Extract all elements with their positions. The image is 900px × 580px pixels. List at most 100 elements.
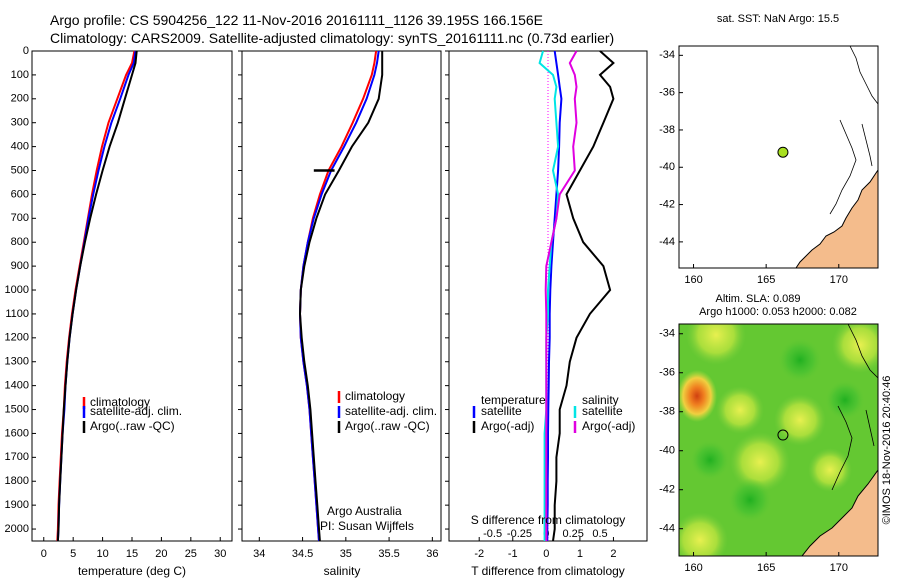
depth-tick-label: 1100 xyxy=(5,308,29,320)
depth-tick-label: 2000 xyxy=(5,523,29,535)
legend-t-argo: Argo(-adj) xyxy=(481,419,534,433)
series-line-salinity-argo-adj xyxy=(544,50,578,541)
map-y-tick-label: -38 xyxy=(659,406,675,418)
bathymetry-contour xyxy=(849,46,878,105)
s-tick-label: 0.25 xyxy=(562,528,583,540)
x-tick-label: -1 xyxy=(508,548,518,560)
x-tick-label: 25 xyxy=(185,548,197,560)
sst-map-title: sat. SST: NaN Argo: 15.5 xyxy=(717,13,839,25)
x-tick-label: 20 xyxy=(155,548,167,560)
sst-map-body xyxy=(679,46,878,268)
sst-map-axes: 160 165 170 -34 -36 -38 -40 -42 -44 xyxy=(659,49,848,286)
salinity-x-axis: 34 34.5 35 35.5 36 xyxy=(253,537,438,560)
series-line-argo-raw-qc xyxy=(298,51,384,542)
argo-float-position-marker xyxy=(777,146,789,158)
x-tick-label: 2 xyxy=(610,548,616,560)
land-south-island xyxy=(801,469,878,556)
legend-s-satellite: satellite xyxy=(582,404,623,418)
bathymetry-contour xyxy=(847,324,878,379)
map-x-tick-label: 165 xyxy=(757,562,775,574)
x-tick-label: 35.5 xyxy=(378,548,399,560)
header-line-2: Climatology: CARS2009. Satellite-adjuste… xyxy=(50,30,615,46)
land-south-island xyxy=(795,169,878,268)
legend-climatology: climatology xyxy=(345,389,405,403)
series-line-satellite-adj-clim xyxy=(56,50,137,542)
credit-group: Argo Australia xyxy=(327,504,402,518)
depth-tick-label: 1800 xyxy=(5,475,29,487)
bathymetry-contour xyxy=(831,405,853,491)
series-line-temperature-satellite xyxy=(546,50,563,541)
map-x-tick-label: 160 xyxy=(684,274,702,286)
depth-tick-label: 1600 xyxy=(5,427,29,439)
legend-satellite: satellite-adj. clim. xyxy=(90,404,182,418)
x-tick-label: 1 xyxy=(577,548,583,560)
map-y-tick-label: -44 xyxy=(659,236,675,248)
legend-salinity-title: salinity xyxy=(582,393,619,407)
series-line-climatology xyxy=(56,50,136,542)
map-y-tick-label: -36 xyxy=(659,367,675,379)
sla-map-body xyxy=(679,324,878,556)
map-x-tick-label: 170 xyxy=(830,274,848,286)
depth-tick-label: 1400 xyxy=(5,380,29,392)
legend-climatology: climatology xyxy=(90,395,150,409)
sla-map-frame xyxy=(678,323,879,557)
map-y-tick-label: -38 xyxy=(659,124,675,136)
legend-argo: Argo(..raw -QC) xyxy=(90,419,175,433)
map-y-tick-label: -44 xyxy=(659,523,675,535)
depth-tick-label: 1200 xyxy=(5,332,29,344)
legend-temperature-title: temperature xyxy=(481,393,546,407)
temperature-plot-frame xyxy=(31,50,233,542)
series-line-argo-raw-qc xyxy=(56,50,138,542)
depth-tick-label: 400 xyxy=(11,141,29,153)
depth-tick-label: 100 xyxy=(11,69,29,81)
x-tick-label: 0 xyxy=(543,548,549,560)
difference-series xyxy=(538,50,615,542)
x-tick-label: 10 xyxy=(96,548,108,560)
series-line-temperature-argo-adj xyxy=(552,50,615,542)
depth-tick-label: 200 xyxy=(11,93,29,105)
difference-legend: temperature satellite Argo(-adj) salinit… xyxy=(472,393,635,433)
s-tick-label: -0.25 xyxy=(507,528,532,540)
map-y-tick-label: -34 xyxy=(659,49,675,61)
salinity-series xyxy=(298,50,384,542)
salinity-plot-frame xyxy=(241,50,442,542)
salinity-legend: climatology satellite-adj. clim. Argo(..… xyxy=(337,389,437,433)
x-tick-label: 5 xyxy=(70,548,76,560)
s-difference-axis-label: S difference from climatology xyxy=(471,513,626,527)
sla-map-title-1: Altim. SLA: 0.089 xyxy=(716,293,801,305)
series-line-climatology xyxy=(298,50,378,542)
map-y-tick-label: -42 xyxy=(659,198,675,210)
series-line-salinity-satellite xyxy=(538,50,560,541)
map-y-tick-label: -34 xyxy=(659,328,675,340)
s-tick-label: 0.5 xyxy=(592,528,607,540)
depth-tick-label: 700 xyxy=(11,212,29,224)
depth-tick-label: 300 xyxy=(11,117,29,129)
depth-tick-label: 1500 xyxy=(5,403,29,415)
sla-map-axes: 160 165 170 -34 -36 -38 -40 -42 -44 xyxy=(659,328,848,574)
sla-map-title-2: Argo h1000: 0.053 h2000: 0.082 xyxy=(699,306,857,318)
temperature-axis-label: temperature (deg C) xyxy=(78,564,186,578)
depth-tick-label: 1900 xyxy=(5,499,29,511)
s-tick-label: -0.5 xyxy=(483,528,502,540)
depth-tick-label: 1000 xyxy=(5,284,29,296)
x-tick-label: 36 xyxy=(426,548,438,560)
depth-tick-label: 800 xyxy=(11,236,29,248)
bathymetry-contour xyxy=(865,409,875,447)
temperature-x-axis: 0 5 10 15 20 25 30 xyxy=(41,537,226,560)
map-x-tick-label: 160 xyxy=(684,562,702,574)
depth-tick-label: 600 xyxy=(11,188,29,200)
credit-pi: PI: Susan Wijffels xyxy=(320,519,414,533)
x-tick-label: 35 xyxy=(340,548,352,560)
legend-t-satellite: satellite xyxy=(481,404,522,418)
legend-satellite: satellite-adj. clim. xyxy=(345,404,437,418)
map-y-tick-label: -40 xyxy=(659,161,675,173)
x-tick-label: 34.5 xyxy=(292,548,313,560)
map-y-tick-label: -42 xyxy=(659,484,675,496)
temperature-series xyxy=(56,50,138,542)
map-y-tick-label: -36 xyxy=(659,87,675,99)
depth-axis: 0 100 200 300 400 500 600 700 800 900 1000 1100 1200… xyxy=(5,45,449,535)
sla-high-anomaly xyxy=(679,370,717,422)
x-tick-label: 34 xyxy=(253,548,265,560)
imos-credit: ©IMOS 18-Nov-2016 20:40:46 xyxy=(881,376,893,525)
